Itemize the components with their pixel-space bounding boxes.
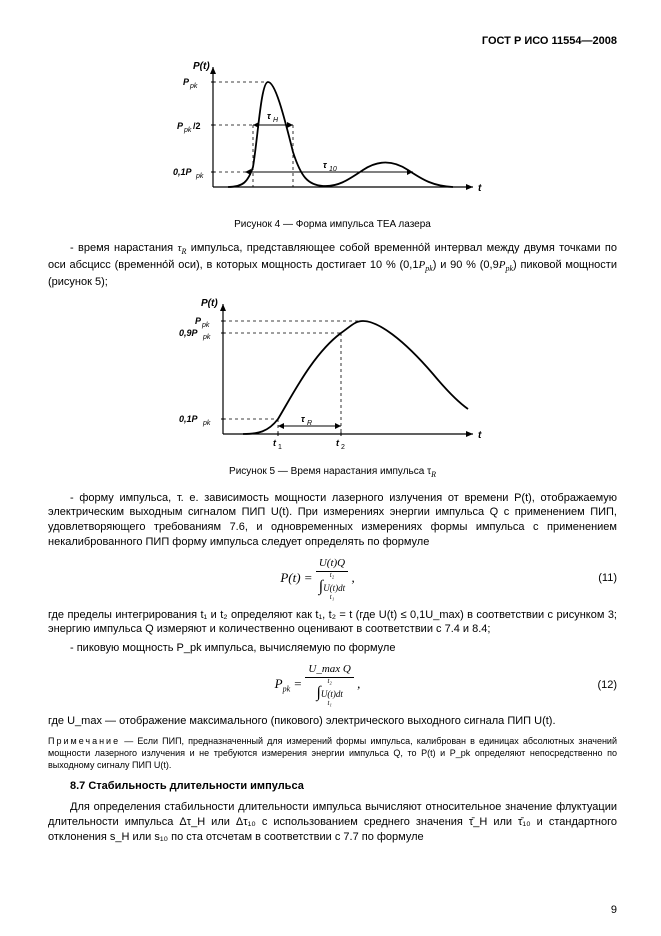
figure-5-caption: Рисунок 5 — Время нарастания импульса τR: [48, 465, 617, 481]
para-umax: где U_max — отображение максимального (п…: [48, 714, 617, 729]
svg-text:t: t: [478, 183, 482, 194]
svg-text:τ: τ: [267, 111, 272, 121]
svg-text:10: 10: [329, 166, 337, 173]
section-8-7-title: 8.7 Стабильность длительности импульса: [48, 779, 617, 794]
svg-text:H: H: [273, 117, 279, 124]
figure-5: P(t) Ppk 0,9Ppk 0,1Ppk τR t1 t2: [48, 294, 617, 459]
document-header: ГОСТ Р ИСО 11554—2008: [48, 34, 617, 49]
note: Примечание — Если ПИП, предназначенный д…: [48, 735, 617, 771]
svg-text:P(t): P(t): [193, 61, 210, 72]
svg-text:P: P: [195, 316, 202, 326]
para-pulse-shape: - форму импульса, т. е. зависимость мощн…: [48, 491, 617, 550]
formula-12: Ppk = U_max Q t₂ ∫U(t)dt t₁ , (12): [48, 662, 617, 708]
svg-text:t: t: [478, 430, 482, 441]
formula-12-number: (12): [587, 678, 617, 693]
svg-text:pk: pk: [189, 83, 198, 90]
svg-text:pk: pk: [201, 322, 210, 329]
svg-text:pk: pk: [202, 420, 211, 427]
figure-4-caption: Рисунок 4 — Форма импульса TEA лазера: [48, 218, 617, 232]
para-peak-power: - пиковую мощность P_pk импульса, вычисл…: [48, 641, 617, 656]
page: ГОСТ Р ИСО 11554—2008 P(t) Ppk Ppk/2 0,1…: [0, 0, 661, 936]
para-integration-limits: где пределы интегрирования t₁ и t₂ опред…: [48, 608, 617, 638]
figure-4: P(t) Ppk Ppk/2 0,1Ppk τH τ10: [48, 57, 617, 212]
svg-text:pk: pk: [195, 173, 204, 180]
svg-text:t: t: [273, 438, 277, 448]
svg-text:P(t): P(t): [201, 298, 218, 309]
svg-text:0,1P: 0,1P: [179, 414, 199, 424]
formula-11-number: (11): [587, 571, 617, 586]
svg-text:P: P: [177, 121, 184, 131]
svg-text:τ: τ: [301, 414, 306, 424]
svg-text:0,9P: 0,9P: [179, 328, 199, 338]
svg-text:t: t: [336, 438, 340, 448]
svg-text:pk: pk: [183, 127, 192, 134]
svg-text:1: 1: [278, 444, 282, 451]
formula-11: P(t) = U(t)Q t₂ ∫U(t)dt t₁ , (11): [48, 556, 617, 602]
svg-text:0,1P: 0,1P: [173, 167, 193, 177]
page-number: 9: [611, 903, 617, 918]
svg-text:P: P: [183, 77, 190, 87]
para-rise-time: - время нарастания τR импульса, представ…: [48, 241, 617, 290]
svg-text:R: R: [307, 420, 312, 427]
svg-text:2: 2: [341, 444, 345, 451]
svg-text:τ: τ: [323, 160, 328, 170]
svg-text:/2: /2: [193, 121, 201, 131]
svg-text:pk: pk: [202, 334, 211, 341]
para-stability: Для определения стабильности длительност…: [48, 800, 617, 845]
